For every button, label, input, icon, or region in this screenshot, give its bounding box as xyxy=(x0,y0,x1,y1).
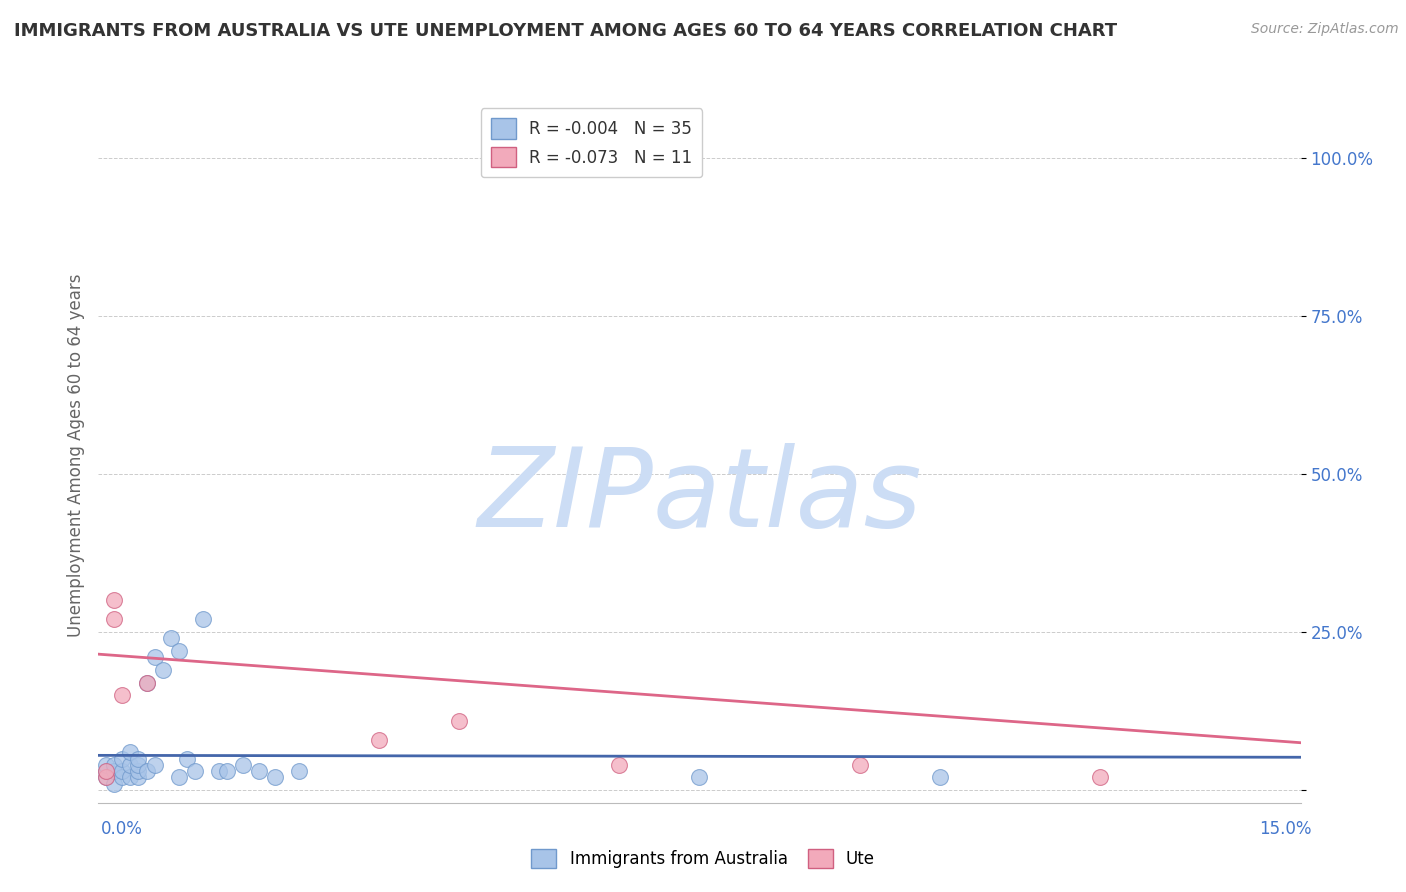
Text: 0.0%: 0.0% xyxy=(101,820,143,838)
Point xyxy=(167,644,190,658)
Point xyxy=(247,764,270,779)
Point xyxy=(1088,771,1111,785)
Point xyxy=(688,771,710,785)
Point xyxy=(368,732,391,747)
Point xyxy=(609,757,631,772)
Point xyxy=(208,764,231,779)
Legend: R = -0.004   N = 35, R = -0.073   N = 11: R = -0.004 N = 35, R = -0.073 N = 11 xyxy=(481,109,702,178)
Point xyxy=(103,612,125,626)
Point xyxy=(849,757,872,772)
Text: Source: ZipAtlas.com: Source: ZipAtlas.com xyxy=(1251,22,1399,37)
Point xyxy=(96,771,118,785)
Point xyxy=(176,751,198,765)
Point xyxy=(135,675,157,690)
Point xyxy=(929,771,952,785)
Point xyxy=(96,764,118,779)
Point xyxy=(159,632,181,646)
Point xyxy=(111,771,134,785)
Point xyxy=(103,764,125,779)
Text: ZIPatlas: ZIPatlas xyxy=(477,443,922,550)
Point xyxy=(128,764,150,779)
Point xyxy=(143,757,166,772)
Text: 15.0%: 15.0% xyxy=(1260,820,1312,838)
Point xyxy=(215,764,238,779)
Point xyxy=(447,714,470,728)
Point xyxy=(103,593,125,607)
Point xyxy=(167,771,190,785)
Point xyxy=(128,751,150,765)
Y-axis label: Unemployment Among Ages 60 to 64 years: Unemployment Among Ages 60 to 64 years xyxy=(66,273,84,637)
Text: IMMIGRANTS FROM AUSTRALIA VS UTE UNEMPLOYMENT AMONG AGES 60 TO 64 YEARS CORRELAT: IMMIGRANTS FROM AUSTRALIA VS UTE UNEMPLO… xyxy=(14,22,1118,40)
Point xyxy=(152,663,174,677)
Point xyxy=(232,757,254,772)
Point xyxy=(288,764,311,779)
Point xyxy=(191,612,214,626)
Point xyxy=(96,757,118,772)
Point xyxy=(263,771,285,785)
Point xyxy=(128,757,150,772)
Legend: Immigrants from Australia, Ute: Immigrants from Australia, Ute xyxy=(524,843,882,875)
Point xyxy=(183,764,205,779)
Point xyxy=(96,764,118,779)
Point xyxy=(111,764,134,779)
Point xyxy=(96,771,118,785)
Point xyxy=(135,764,157,779)
Point xyxy=(120,771,142,785)
Point xyxy=(143,650,166,665)
Point xyxy=(135,675,157,690)
Point xyxy=(128,771,150,785)
Point xyxy=(103,757,125,772)
Point xyxy=(120,757,142,772)
Point xyxy=(111,751,134,765)
Point xyxy=(111,688,134,702)
Point xyxy=(103,777,125,791)
Point xyxy=(120,745,142,759)
